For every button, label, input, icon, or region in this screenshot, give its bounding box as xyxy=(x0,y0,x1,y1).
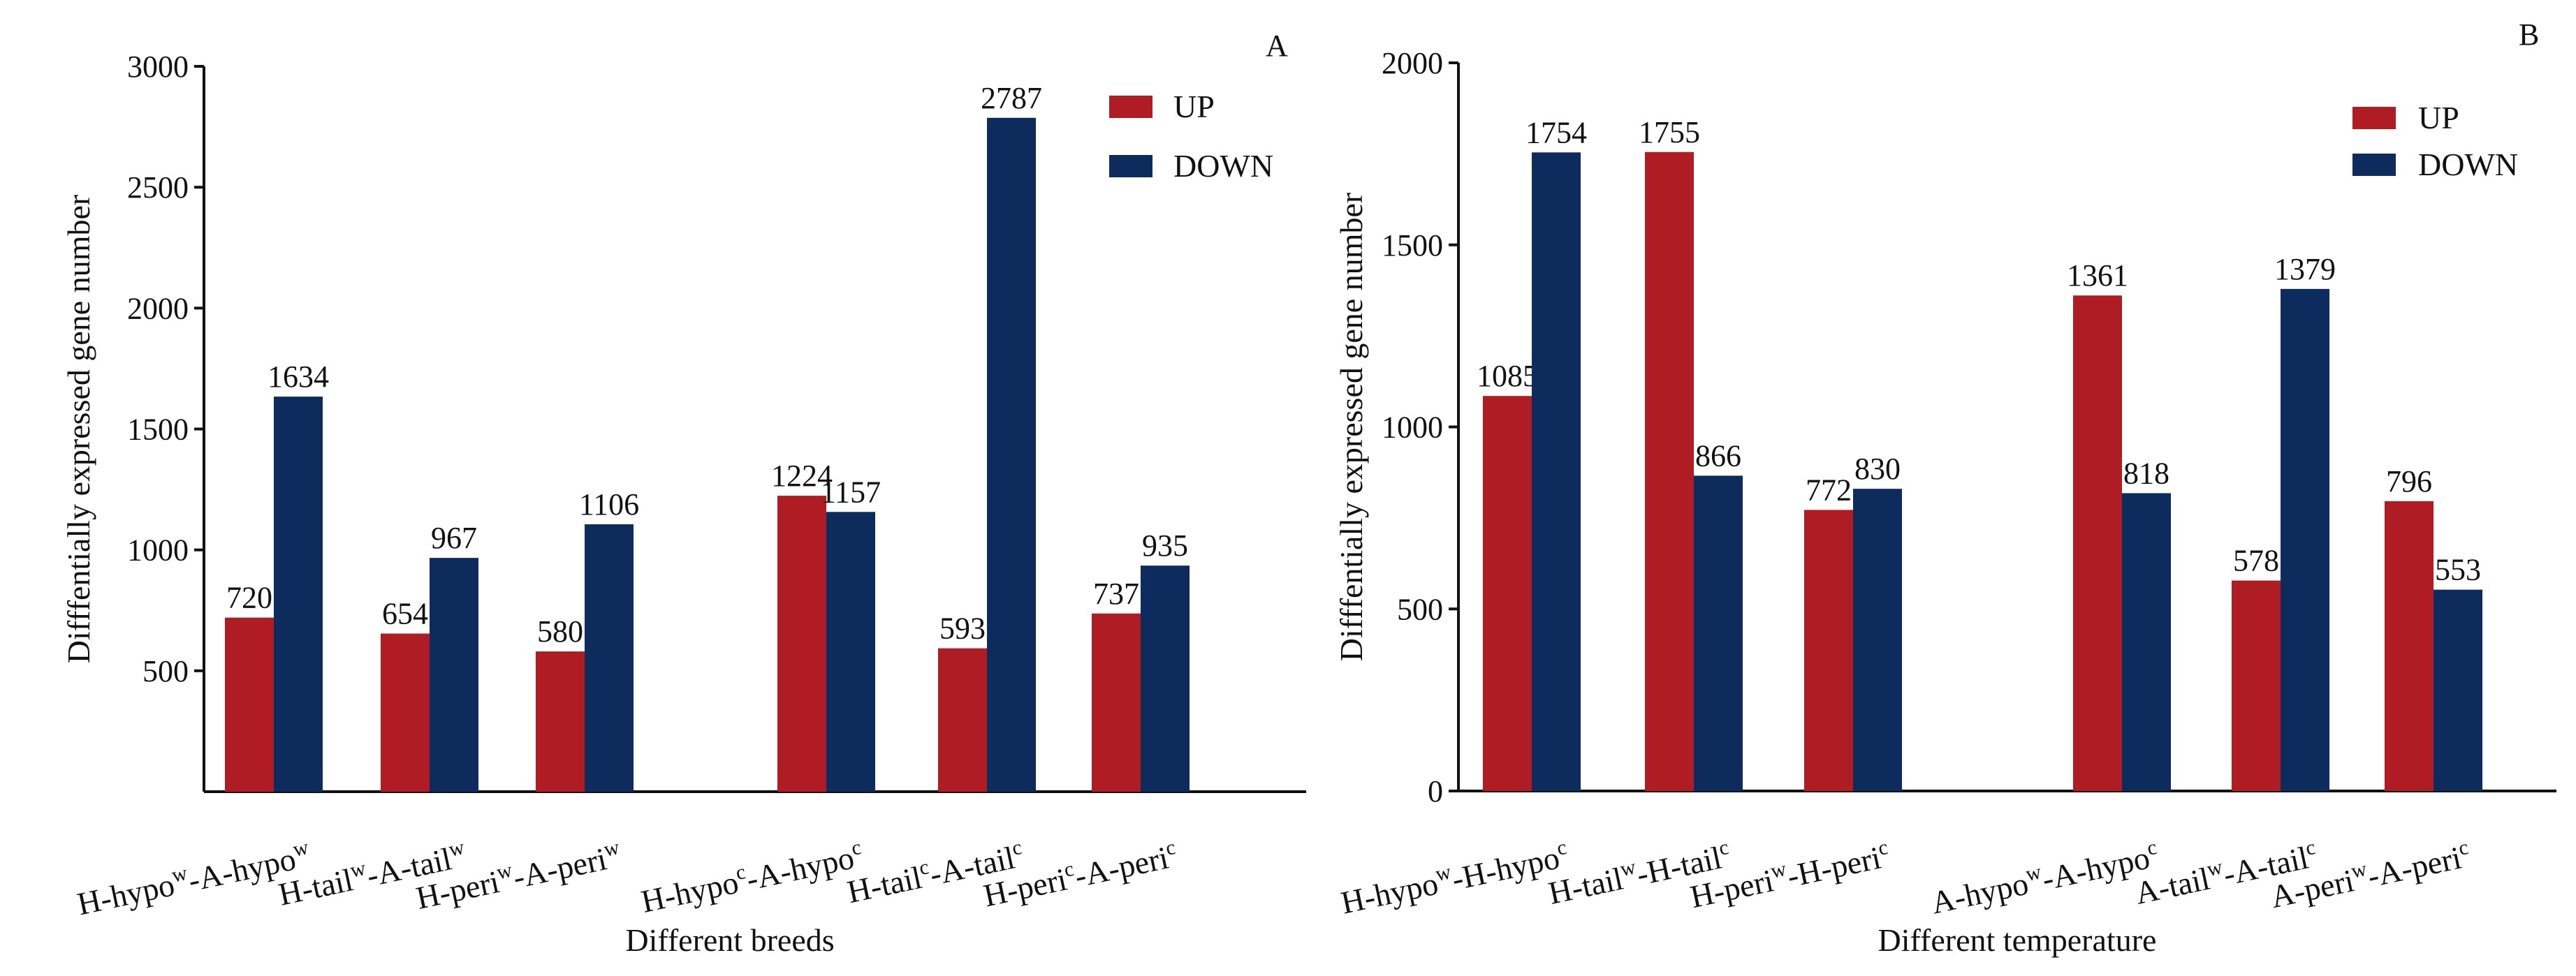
x-axis-title: Different breeds xyxy=(625,922,834,958)
data-label: 772 xyxy=(1806,473,1852,507)
panel-b: 0 500 1000 1500 2000 1085 1754 H-hypow-H-hypoc 1… xyxy=(1333,17,2556,958)
category-base: H-tail xyxy=(844,859,925,910)
data-label: 866 xyxy=(1695,438,1741,473)
data-label: 654 xyxy=(382,596,428,630)
y-axis-title: Difffentially expressed gene number xyxy=(1333,193,1369,661)
y-tick-label: 2500 xyxy=(127,170,189,205)
data-label: 1755 xyxy=(1639,115,1700,149)
category-base: A-hypo xyxy=(1928,866,2031,921)
data-label: 593 xyxy=(939,612,986,646)
panel-letter: A xyxy=(1266,29,1288,63)
x-tick-label: H-hypoc-A-hypoc xyxy=(638,836,866,919)
data-label: 1106 xyxy=(579,487,639,522)
y-tick-label: 500 xyxy=(142,654,189,688)
bar-down xyxy=(1694,475,1743,791)
y-tick-label: 500 xyxy=(1397,592,1443,626)
y-tick-label: 2000 xyxy=(1382,46,1443,80)
y-tick-label: 1000 xyxy=(1382,411,1443,445)
bar-down xyxy=(430,558,478,792)
data-label: 1754 xyxy=(1525,115,1587,149)
category-mid: -H-peri xyxy=(1784,840,1884,894)
data-label: 818 xyxy=(2123,456,2169,490)
data-label: 1379 xyxy=(2274,252,2336,286)
bar-down xyxy=(274,397,323,792)
legend-swatch xyxy=(1109,155,1152,177)
y-tick-label: 1500 xyxy=(1382,228,1443,263)
bar-up xyxy=(2232,580,2281,791)
category-mid: -A-peri xyxy=(510,841,610,895)
x-axis-title: Different temperature xyxy=(1878,922,2157,958)
data-label: 967 xyxy=(431,521,477,555)
bar-down xyxy=(1853,489,1902,791)
category-base: H-hypo xyxy=(1338,866,1441,921)
bar-down xyxy=(2434,589,2482,791)
bar-down xyxy=(2281,288,2329,791)
bar-up xyxy=(225,617,274,792)
data-label: 1634 xyxy=(268,360,329,394)
legend: UP DOWN xyxy=(2352,100,2518,182)
bar-up xyxy=(2385,501,2434,791)
bar-down xyxy=(987,117,1036,792)
y-tick-label: 0 xyxy=(1428,774,1443,808)
bar-down xyxy=(585,524,634,792)
category-mid: -A-hypo xyxy=(743,840,857,897)
y-tick-label: 1000 xyxy=(127,533,189,568)
bar-up xyxy=(777,496,826,792)
bar-up xyxy=(2073,295,2122,791)
panel-letter: B xyxy=(2519,17,2539,52)
bar-up xyxy=(1092,613,1141,792)
legend-label: UP xyxy=(2418,100,2459,135)
data-label: 737 xyxy=(1093,577,1139,611)
y-tick-label: 1500 xyxy=(127,413,189,447)
bar-up xyxy=(1645,151,1694,791)
y-axis-title: Difffentially expressed gene number xyxy=(61,195,96,663)
category-base: H-hypo xyxy=(638,864,741,919)
bar-up xyxy=(381,633,430,792)
category-base: H-hypo xyxy=(74,866,177,922)
data-label: 578 xyxy=(2233,544,2279,578)
x-tick-label: A-hypow-A-hypoc xyxy=(1928,836,2162,921)
legend-label: DOWN xyxy=(1173,148,1273,184)
legend: UP DOWN xyxy=(1109,89,1273,184)
data-label: 2787 xyxy=(981,81,1042,115)
data-label: 1361 xyxy=(2067,258,2128,293)
bar-down xyxy=(2122,493,2171,791)
bar-up xyxy=(1483,396,1532,791)
data-label: 830 xyxy=(1854,452,1901,486)
data-label: 553 xyxy=(2435,553,2481,587)
legend-swatch xyxy=(2352,107,2396,129)
bar-up xyxy=(938,648,987,792)
category-mid: -H-hypo xyxy=(1449,840,1563,897)
legend-swatch xyxy=(2352,154,2396,176)
legend-swatch xyxy=(1109,96,1152,118)
bar-up xyxy=(1804,510,1853,791)
category-mid: -A-peri xyxy=(1071,840,1171,894)
category-mid: -A-peri xyxy=(2364,840,2464,894)
bar-down xyxy=(826,512,875,792)
data-label: 580 xyxy=(537,614,583,649)
bar-up xyxy=(536,651,585,792)
data-label: 1157 xyxy=(821,475,881,509)
y-tick-label: 3000 xyxy=(127,50,189,84)
data-label: 1085 xyxy=(1477,359,1538,393)
bar-down xyxy=(1141,565,1190,792)
data-label: 1224 xyxy=(771,459,833,493)
data-label: 935 xyxy=(1142,528,1188,563)
data-label: 796 xyxy=(2386,464,2432,498)
y-tick-label: 2000 xyxy=(127,291,189,325)
bar-down xyxy=(1532,152,1581,791)
legend-label: UP xyxy=(1173,89,1215,124)
x-tick-label: H-hypow-H-hypoc xyxy=(1338,836,1572,921)
legend-label: DOWN xyxy=(2418,147,2518,182)
data-label: 720 xyxy=(226,581,272,615)
panel-a: 500100015002000250030007201634H-hypow-A-… xyxy=(61,29,1306,958)
